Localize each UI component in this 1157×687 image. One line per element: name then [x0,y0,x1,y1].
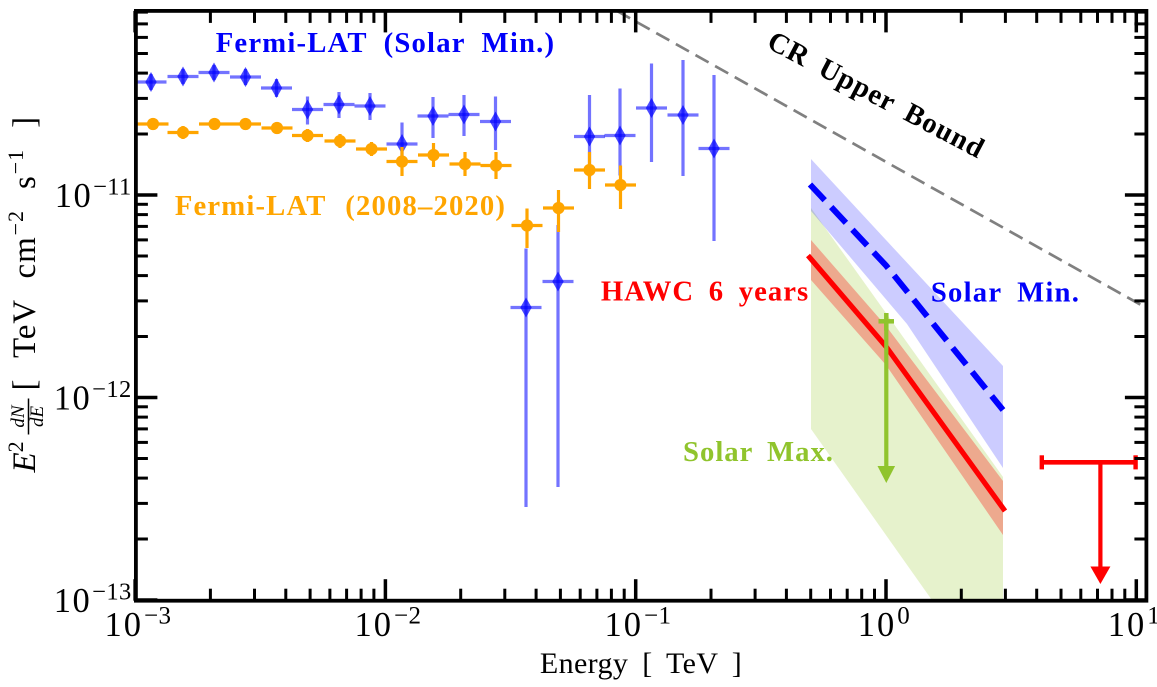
svg-text:dN: dN [8,404,29,428]
svg-text:Fermi-LAT (Solar Min.): Fermi-LAT (Solar Min.) [216,27,556,59]
svg-text:Solar Min.: Solar Min. [931,277,1080,309]
svg-text:Energy [ TeV ]: Energy [ TeV ] [540,647,742,680]
svg-text:10−3: 10−3 [104,603,171,645]
svg-text:Fermi-LAT (2008–2020): Fermi-LAT (2008–2020) [175,190,506,222]
svg-text:dE: dE [27,406,48,428]
svg-text:Solar Max.: Solar Max. [683,436,834,468]
svg-text:HAWC 6 years: HAWC 6 years [601,276,809,308]
svg-text:10−1: 10−1 [604,603,671,645]
svg-text:E2: E2 [3,441,43,473]
